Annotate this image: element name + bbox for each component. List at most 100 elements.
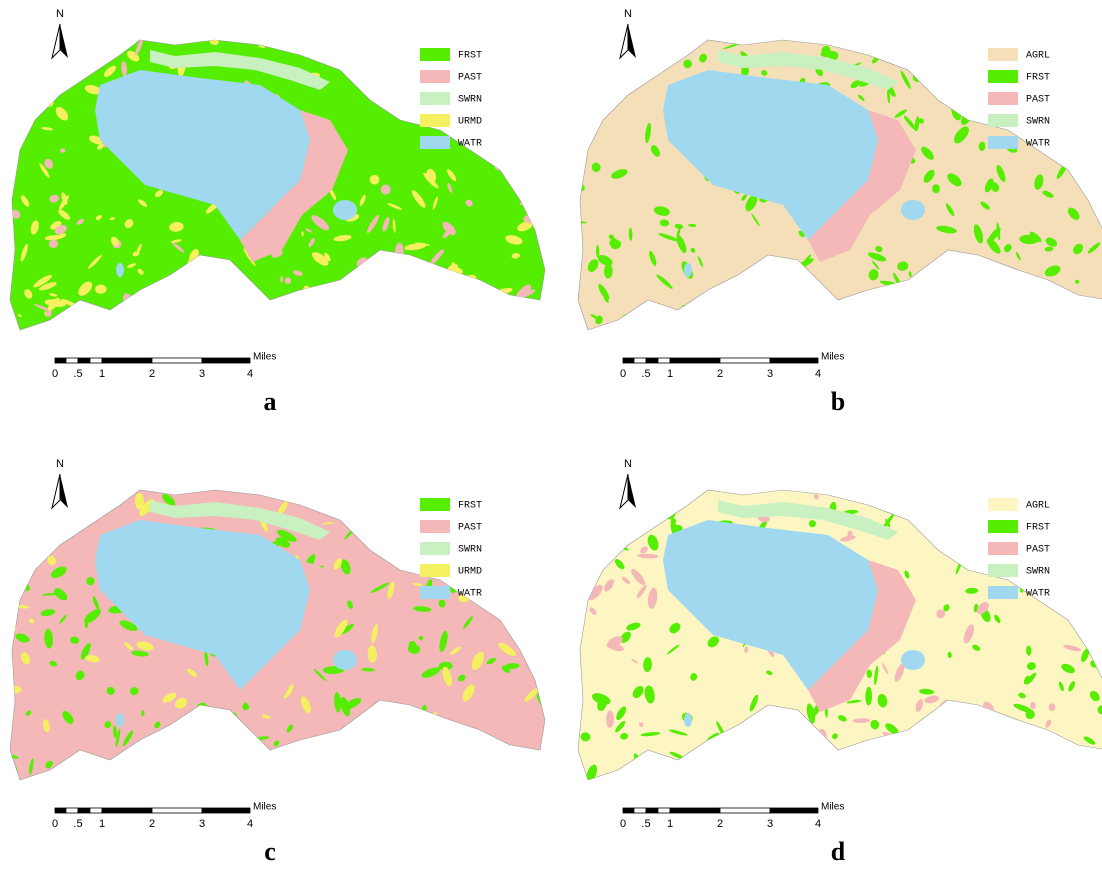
land-patch: [389, 267, 404, 278]
land-patch: [1004, 766, 1012, 777]
land-patch: [266, 299, 278, 312]
land-patch: [985, 737, 990, 742]
land-patch: [957, 102, 962, 109]
land-patch: [791, 300, 802, 321]
scale-tick-label: 2: [149, 818, 155, 830]
land-patch: [9, 620, 14, 640]
small-lake: [901, 200, 925, 220]
land-patch: [145, 757, 153, 765]
land-patch: [85, 618, 89, 629]
scale-tick-label: 2: [149, 368, 155, 380]
land-patch: [571, 588, 585, 602]
map-panel: NAGRLFRSTPASTSWRNWATR0.51234Milesd: [571, 458, 1102, 866]
land-patch: [1093, 569, 1102, 579]
land-patch: [628, 79, 636, 87]
land-patch: [857, 761, 867, 772]
scale-segment: [78, 358, 90, 363]
land-patch: [422, 711, 438, 727]
panel-letter: a: [264, 387, 277, 416]
land-patch: [199, 764, 210, 775]
land-patch: [1098, 103, 1102, 114]
land-patch: [335, 506, 345, 515]
land-patch: [402, 544, 408, 552]
scale-segment: [646, 808, 658, 813]
legend-label: AGRL: [1026, 51, 1050, 62]
land-patch: [12, 42, 27, 57]
land-patch: [975, 483, 996, 497]
land-patch: [403, 740, 411, 761]
scale-segment: [670, 358, 720, 363]
land-patch: [380, 722, 386, 737]
land-patch: [409, 713, 422, 720]
legend-label: WATR: [458, 139, 482, 150]
legend-label: PAST: [458, 73, 482, 84]
land-patch: [1082, 516, 1102, 532]
land-patch: [532, 59, 538, 68]
land-patch: [219, 747, 226, 757]
land-patch: [413, 286, 425, 298]
scale-segment: [102, 808, 152, 813]
north-arrow-right: [628, 24, 636, 58]
legend-label: PAST: [458, 523, 482, 534]
land-patch: [31, 506, 39, 514]
scale-segment: [770, 808, 818, 813]
legend-label: URMD: [458, 567, 482, 578]
land-patch: [21, 103, 33, 116]
land-patch: [619, 63, 622, 74]
land-patch: [1085, 579, 1101, 590]
small-lake: [333, 200, 357, 220]
scale-unit: Miles: [253, 802, 276, 813]
land-patch: [482, 134, 489, 142]
legend-swatch: [988, 70, 1018, 83]
land-patch: [610, 516, 616, 520]
land-patch: [379, 81, 387, 89]
land-patch: [857, 307, 865, 314]
map-panel: NAGRLFRSTPASTSWRNWATR0.51234Milesb: [576, 8, 1102, 416]
land-patch: [940, 59, 946, 65]
scale-segment: [634, 808, 646, 813]
land-patch: [368, 740, 377, 760]
land-patch: [349, 272, 357, 284]
land-patch: [913, 296, 922, 307]
land-patch: [30, 63, 45, 69]
scale-tick-label: 0: [620, 818, 626, 830]
land-patch: [338, 766, 352, 784]
legend-label: AGRL: [1026, 501, 1050, 512]
land-patch: [241, 765, 257, 774]
land-patch: [709, 742, 719, 750]
land-patch: [463, 772, 480, 783]
land-patch: [1015, 768, 1036, 775]
land-patch: [75, 486, 88, 496]
land-patch: [1011, 732, 1030, 747]
land-patch: [950, 775, 959, 785]
land-patch: [614, 533, 627, 544]
land-patch: [759, 766, 776, 783]
land-patch: [954, 507, 972, 519]
land-patch: [482, 39, 494, 48]
legend-swatch: [420, 542, 450, 555]
land-patch: [89, 492, 101, 504]
land-patch: [2, 600, 19, 608]
land-patch: [528, 110, 547, 133]
land-patch: [396, 740, 412, 759]
scale-segment: [202, 358, 250, 363]
scale-segment: [670, 808, 720, 813]
land-patch: [966, 37, 977, 53]
land-patch: [438, 765, 455, 785]
land-patch: [468, 756, 476, 772]
land-patch: [461, 750, 468, 763]
land-patch: [536, 529, 542, 535]
land-patch: [584, 552, 591, 558]
figure: NFRSTPASTSWRNURMDWATR0.51234MilesaNAGRLF…: [0, 0, 1102, 870]
land-patch: [1066, 316, 1089, 331]
panel-letter: d: [831, 837, 846, 866]
land-patch: [178, 744, 188, 754]
land-patch: [713, 315, 719, 323]
scale-unit: Miles: [821, 352, 844, 363]
north-arrow-right: [60, 24, 68, 58]
land-patch: [1040, 733, 1060, 753]
land-patch: [891, 757, 901, 765]
land-patch: [959, 313, 980, 324]
legend-swatch: [988, 520, 1018, 533]
